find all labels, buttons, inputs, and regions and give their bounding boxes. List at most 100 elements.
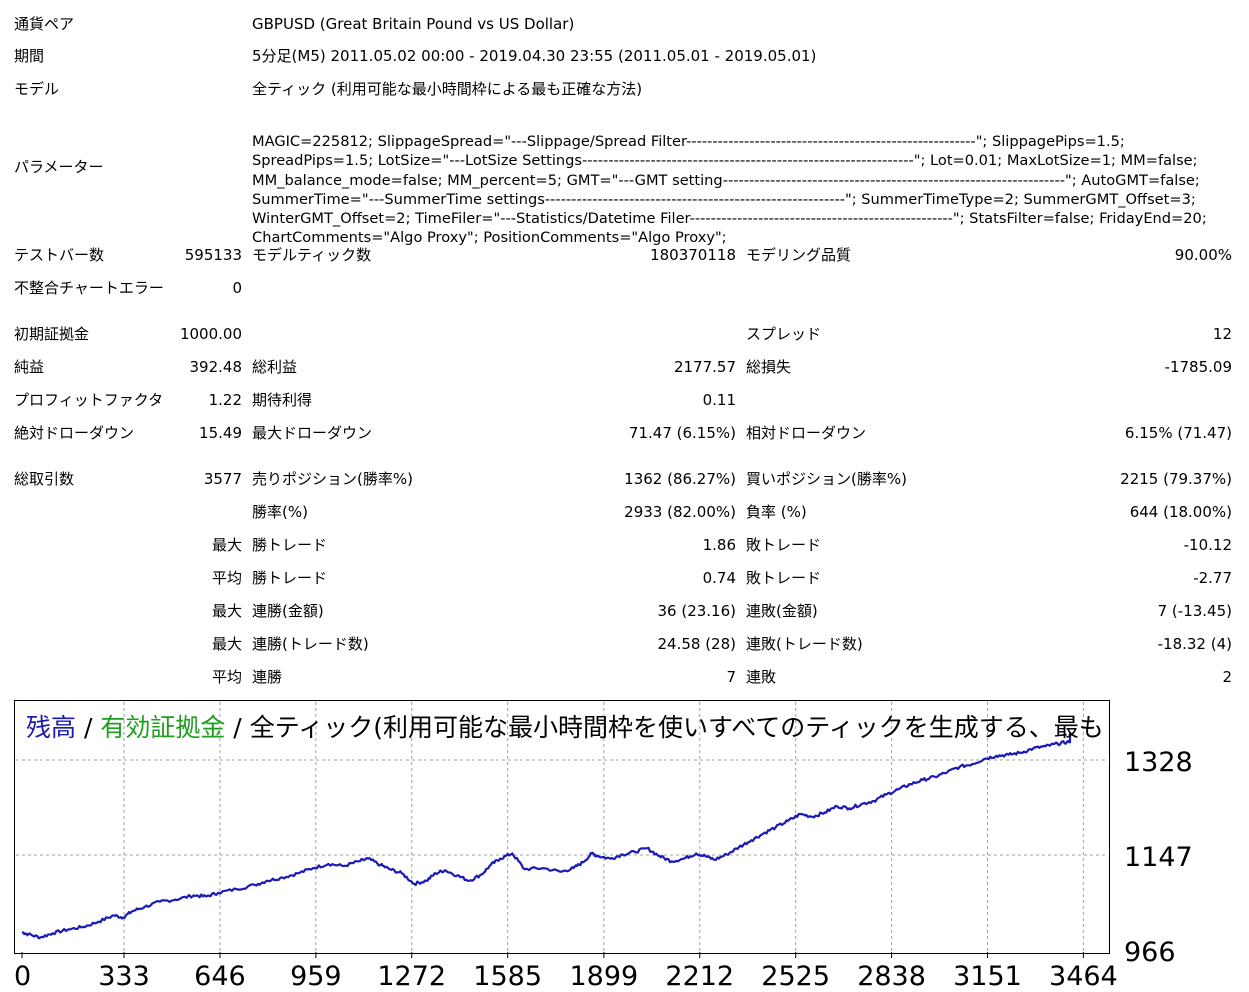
grossloss-label: 総損失 [746,358,792,376]
x-tick-label: 646 [194,961,246,992]
cons-losses-count-value: -18.32 (4) [1157,635,1232,653]
lossrate-label: 負率 (%) [746,503,807,521]
cons-losses-money-value: 7 (-13.45) [1157,602,1232,620]
largest-loss-label: 敗トレード [746,536,822,554]
short-value: 1362 (86.27%) [624,470,736,488]
symbol-label: 通貨ペア [14,15,75,33]
y-tick-label: 966 [1124,937,1176,968]
x-tick-label: 3151 [953,961,1022,992]
max-label: 最大 [211,635,242,653]
cons-wins-money-label: 連勝(金額) [252,602,324,620]
params-line: WinterGMT_Offset=2; TimeFiler="---Statis… [252,210,1207,228]
params-value: MAGIC=225812; SlippageSpread="---Slippag… [252,113,1242,247]
short-label: 売りポジション(勝率%) [252,470,413,488]
params-line: SpreadPips=1.5; LotSize="---LotSize Sett… [252,152,1198,170]
long-value: 2215 (79.37%) [1120,470,1232,488]
deposit-label: 初期証拠金 [14,325,90,343]
max-label: 最大 [211,536,242,554]
y-tick-label: 1328 [1124,747,1193,778]
deposit-value: 1000.00 [179,325,242,343]
spread-label: スプレッド [746,325,822,343]
grossloss-value: -1785.09 [1164,358,1232,376]
chart-title-sep: / [76,713,101,742]
spread-value: 12 [1212,325,1232,343]
x-tick-label: 1585 [473,961,542,992]
avg-label: 平均 [211,668,242,686]
largest-win-value: 1.86 [702,536,736,554]
winrate-label: 勝率(%) [252,503,308,521]
trades-label: 総取引数 [14,470,75,488]
grossprofit-value: 2177.57 [673,358,736,376]
balance-line [21,732,1072,940]
netprofit-value: 392.48 [189,358,243,376]
largest-win-label: 勝トレード [252,536,328,554]
maxdd-label: 最大ドローダウン [252,424,373,442]
x-tick-label: 3464 [1049,961,1118,992]
reldd-value: 6.15% (71.47) [1124,424,1232,442]
chart-plot-area [14,700,1110,954]
maxdd-value: 71.47 (6.15%) [628,424,736,442]
model-label: モデル [14,80,60,98]
quality-value: 90.00% [1174,246,1232,264]
symbol-value: GBPUSD (Great Britain Pound vs US Dollar… [252,15,575,33]
netprofit-label: 純益 [14,358,45,376]
pf-label: プロフィットファクタ [14,391,164,409]
cons-losses-count-label: 連敗(トレード数) [746,635,863,653]
params-line: MAGIC=225812; SlippageSpread="---Slippag… [252,133,1125,151]
x-tick-label: 2525 [761,961,830,992]
x-tick-label: 2212 [665,961,734,992]
bars-label: テストバー数 [14,246,105,264]
largest-loss-value: -10.12 [1183,536,1232,554]
absdd-value: 15.49 [199,424,242,442]
avg-cons-losses-label: 連敗 [746,668,777,686]
avg-loss-label: 敗トレード [746,569,822,587]
bars-value: 595133 [184,246,242,264]
chart-title-desc: 全ティック(利用可能な最小時間枠を使いすべてのティックを生成する、最も [249,713,1104,742]
cons-wins-count-label: 連勝(トレード数) [252,635,369,653]
cons-wins-money-value: 36 (23.16) [657,602,736,620]
grossprofit-label: 総利益 [252,358,298,376]
ticks-value: 180370118 [650,246,736,264]
mismatch-value: 0 [232,279,242,297]
long-label: 買いポジション(勝率%) [746,470,907,488]
period-label: 期間 [14,47,45,65]
avg-cons-wins-label: 連勝 [252,668,283,686]
pf-value: 1.22 [208,391,242,409]
chart-title-balance: 残高 [26,713,77,742]
x-tick-label: 959 [290,961,342,992]
reldd-label: 相対ドローダウン [746,424,867,442]
params-line: ChartComments="Algo Proxy"; PositionComm… [252,229,727,247]
params-line: SummerTime="---SummerTime settings------… [252,190,1196,208]
avg-cons-wins-value: 7 [726,668,736,686]
expected-value: 0.11 [702,391,736,409]
absdd-label: 絶対ドローダウン [14,424,135,442]
x-tick-label: 2838 [857,961,926,992]
cons-wins-count-value: 24.58 (28) [657,635,736,653]
quality-label: モデリング品質 [746,246,852,264]
x-tick-label: 333 [98,961,150,992]
avg-label: 平均 [211,569,242,587]
cons-losses-money-label: 連敗(金額) [746,602,818,620]
max-label: 最大 [211,602,242,620]
x-tick-label: 0 [14,961,31,992]
period-value: 5分足(M5) 2011.05.02 00:00 - 2019.04.30 23… [252,47,817,65]
chart-title-sep: / [225,713,250,742]
lossrate-value: 644 (18.00%) [1129,503,1232,521]
avg-win-label: 勝トレード [252,569,328,587]
y-tick-label: 1147 [1124,842,1193,873]
chart-title: 残高 / 有効証拠金 / 全ティック(利用可能な最小時間枠を使いすべてのティック… [26,710,1104,746]
winrate-value: 2933 (82.00%) [624,503,736,521]
expected-label: 期待利得 [252,391,313,409]
x-tick-label: 1899 [569,961,638,992]
ticks-label: モデルティック数 [252,246,372,264]
params-line: MM_balance_mode=false; MM_percent=5; GMT… [252,171,1200,189]
x-tick-label: 1272 [377,961,446,992]
trades-value: 3577 [203,470,242,488]
avg-win-value: 0.74 [702,569,736,587]
avg-loss-value: -2.77 [1193,569,1232,587]
avg-cons-losses-value: 2 [1222,668,1232,686]
chart-title-equity: 有効証拠金 [100,713,226,742]
model-value: 全ティック (利用可能な最小時間枠による最も正確な方法) [252,80,643,98]
mismatch-label: 不整合チャートエラー [14,279,164,297]
